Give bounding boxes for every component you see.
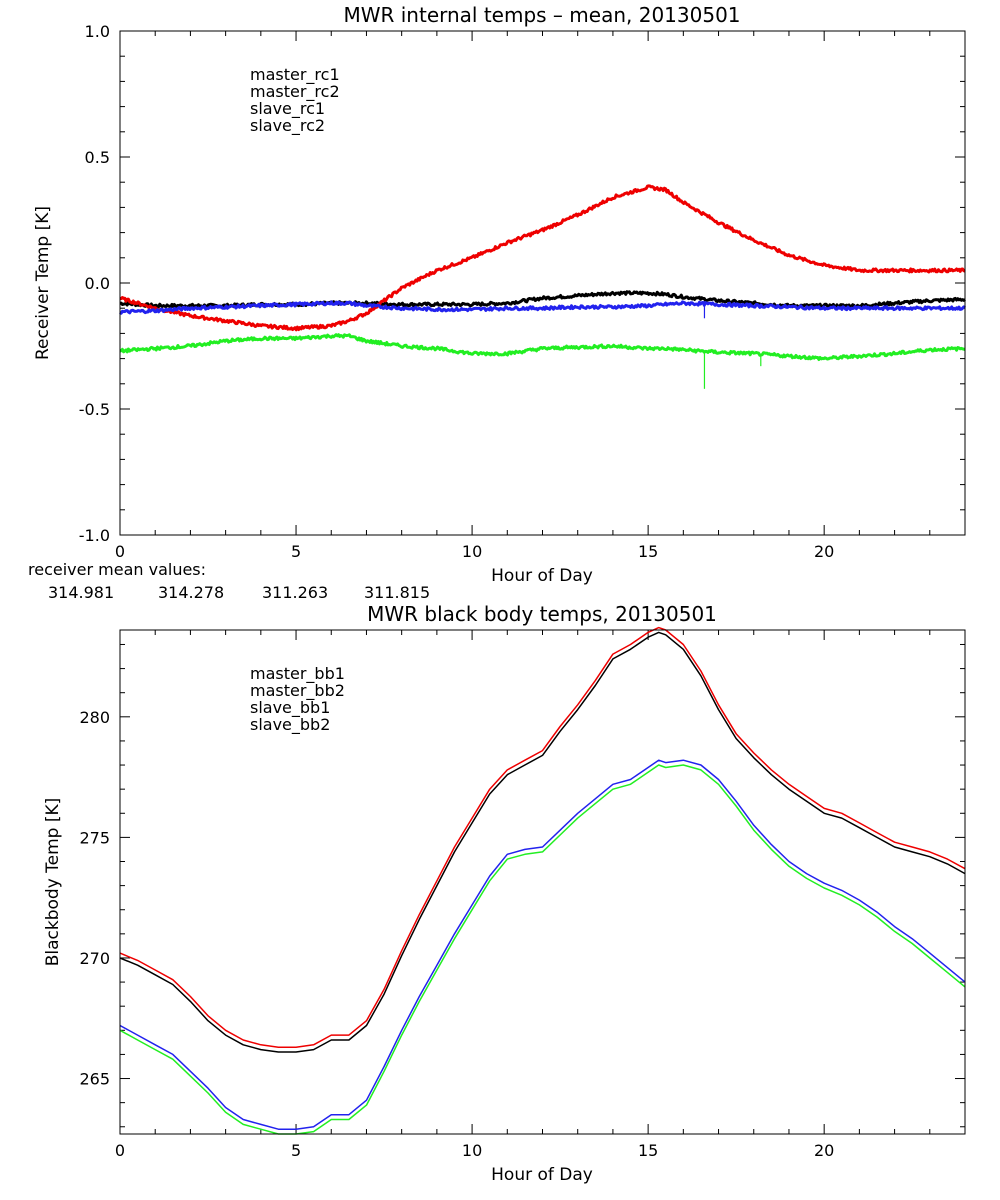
- legend-entry: slave_rc2: [250, 116, 325, 136]
- series-lines: [119, 184, 966, 361]
- mean-value-master-rc1: 314.981: [48, 583, 114, 602]
- x-tick-label: 20: [814, 1141, 834, 1160]
- legend-entry: master_rc2: [250, 82, 340, 102]
- series-line-master_bb1: [119, 631, 966, 1053]
- legend: master_bb1 master_bb2 slave_bb1 slave_bb…: [250, 664, 345, 735]
- chart-title: MWR black body temps, 20130501: [367, 602, 717, 626]
- x-tick-label: 15: [638, 1141, 658, 1160]
- x-tick-label: 5: [291, 1141, 301, 1160]
- series-line-slave_rc2: [119, 333, 966, 361]
- y-tick-label: 275: [79, 828, 110, 847]
- x-axis-label: Hour of Day: [491, 566, 593, 586]
- mean-value-slave-rc2: 311.815: [364, 583, 430, 602]
- series-line-slave_bb1: [119, 759, 966, 1130]
- legend-entry: master_bb2: [250, 681, 345, 701]
- legend-entry: slave_bb1: [250, 698, 330, 718]
- y-tick-label: -1.0: [79, 526, 110, 545]
- y-tick-label: 0.5: [85, 148, 110, 167]
- blackbody-temps-chart: MWR black body temps, 20130501 0 5 10 15 20 …: [43, 602, 966, 1185]
- x-tick-labels: 0 5 10 15 20: [115, 1141, 834, 1160]
- series-line-master_bb2: [119, 626, 966, 1048]
- legend-entry: master_bb1: [250, 664, 345, 684]
- x-tick-label: 0: [115, 1141, 125, 1160]
- series-line-slave_rc1: [119, 300, 966, 315]
- y-tick-label: 0.0: [85, 274, 110, 293]
- internal-temps-chart: MWR internal temps – mean, 20130501 0 5 10…: [33, 3, 966, 586]
- x-tick-label: 0: [115, 542, 125, 561]
- y-tick-labels: -1.0 -0.5 0.0 0.5 1.0: [79, 22, 110, 545]
- spike-marks: [703, 303, 762, 389]
- legend-entry: master_rc1: [250, 65, 340, 85]
- y-tick-label: 1.0: [85, 22, 110, 41]
- legend-entry: slave_rc1: [250, 99, 325, 119]
- receiver-mean-values: receiver mean values: 314.981 314.278 31…: [28, 560, 430, 602]
- y-tick-label: 270: [79, 949, 110, 968]
- x-axis-label: Hour of Day: [491, 1165, 593, 1185]
- chart-title: MWR internal temps – mean, 20130501: [343, 3, 740, 27]
- x-tick-label: 15: [638, 542, 658, 561]
- legend: master_rc1 master_rc2 slave_rc1 slave_rc…: [250, 65, 340, 136]
- y-tick-label: 280: [79, 708, 110, 727]
- y-tick-label: 265: [79, 1070, 110, 1089]
- plot-frame: [119, 30, 966, 536]
- x-tick-labels: 0 5 10 15 20: [115, 542, 834, 561]
- x-tick-label: 10: [462, 1141, 482, 1160]
- y-axis-label: Blackbody Temp [K]: [43, 798, 63, 967]
- legend-entry: slave_bb2: [250, 715, 330, 735]
- mean-value-slave-rc1: 311.263: [262, 583, 328, 602]
- x-tick-label: 10: [462, 542, 482, 561]
- mean-values-caption: receiver mean values:: [28, 560, 206, 579]
- y-tick-labels: 265 270 275 280: [79, 708, 110, 1089]
- y-axis-label: Receiver Temp [K]: [33, 206, 53, 360]
- y-tick-label: -0.5: [79, 400, 110, 419]
- x-tick-label: 20: [814, 542, 834, 561]
- mean-value-master-rc2: 314.278: [158, 583, 224, 602]
- series-line-slave_bb2: [119, 764, 966, 1135]
- x-tick-label: 5: [291, 542, 301, 561]
- series-lines: [119, 626, 966, 1135]
- plot-frame: [119, 629, 966, 1135]
- series-line-master_rc2: [119, 184, 966, 332]
- tick-marks: [119, 630, 966, 1134]
